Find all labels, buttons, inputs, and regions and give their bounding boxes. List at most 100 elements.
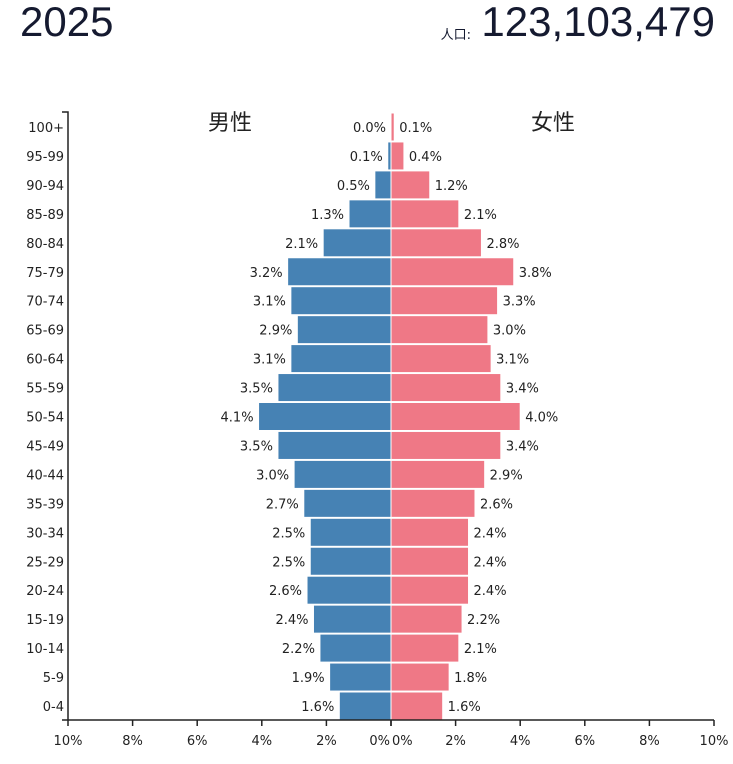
x-tick-label: 0% [392, 734, 413, 749]
female-value-label: 2.1% [464, 642, 497, 657]
male-value-label: 1.6% [301, 700, 334, 715]
male-value-label: 0.0% [353, 121, 386, 136]
x-tick-label: 6% [187, 734, 208, 749]
female-value-label: 0.4% [409, 150, 442, 165]
female-value-label: 3.3% [503, 295, 536, 310]
male-value-label: 2.5% [272, 526, 305, 541]
female-bar [390, 373, 502, 403]
male-bar [319, 633, 392, 663]
female-value-label: 3.4% [506, 439, 539, 454]
male-bar [309, 517, 392, 547]
age-tick-label: 20-24 [26, 584, 64, 599]
male-value-label: 3.5% [240, 382, 273, 397]
age-tick-label: 75-79 [26, 266, 64, 281]
x-tick-label: 2% [445, 734, 466, 749]
population-total: 123,103,479 [481, 0, 715, 45]
age-tick-label: 40-44 [26, 468, 64, 483]
male-bar [329, 662, 392, 692]
female-value-label: 2.4% [474, 526, 507, 541]
male-value-label: 2.9% [259, 324, 292, 339]
age-tick-label: 60-64 [26, 353, 64, 368]
female-value-label: 2.4% [474, 584, 507, 599]
male-value-label: 2.4% [275, 613, 308, 628]
female-bar [390, 546, 470, 576]
female-value-label: 3.4% [506, 382, 539, 397]
x-tick-label: 4% [251, 734, 272, 749]
male-value-label: 3.1% [253, 353, 286, 368]
male-bar [303, 488, 392, 518]
x-tick-label: 2% [316, 734, 337, 749]
age-tick-label: 35-39 [26, 497, 64, 512]
male-bar [293, 459, 392, 489]
female-value-label: 2.1% [464, 208, 497, 223]
year-title: 2025 [20, 0, 114, 45]
female-bar [390, 112, 395, 142]
male-bar [312, 604, 392, 634]
age-tick-label: 90-94 [26, 179, 64, 194]
male-bar [309, 546, 392, 576]
female-bar [390, 141, 405, 171]
male-value-label: 3.0% [256, 468, 289, 483]
male-value-label: 2.5% [272, 555, 305, 570]
age-tick-label: 15-19 [26, 613, 64, 628]
male-bar [290, 344, 392, 374]
male-bar [338, 691, 392, 721]
x-tick-label: 4% [510, 734, 531, 749]
age-tick-label: 100+ [28, 121, 64, 136]
age-tick-label: 45-49 [26, 439, 64, 454]
female-bar [390, 257, 515, 287]
age-tick-label: 95-99 [26, 150, 64, 165]
female-value-label: 3.1% [496, 353, 529, 368]
male-bar [322, 228, 392, 258]
female-value-label: 2.8% [486, 237, 519, 252]
age-tick-label: 50-54 [26, 411, 64, 426]
age-tick-label: 80-84 [26, 237, 64, 252]
male-bar [296, 315, 392, 345]
female-value-label: 2.6% [480, 497, 513, 512]
male-label: 男性 [208, 111, 252, 136]
age-tick-label: 65-69 [26, 324, 64, 339]
female-value-label: 1.2% [435, 179, 468, 194]
female-bar [390, 170, 431, 200]
female-bar [390, 402, 521, 431]
male-bar [287, 257, 392, 287]
age-tick-label: 0-4 [43, 700, 64, 715]
age-tick-label: 25-29 [26, 555, 64, 570]
age-tick-label: 10-14 [26, 642, 64, 657]
female-value-label: 2.9% [490, 468, 523, 483]
male-bar [277, 373, 392, 403]
x-tick-label: 8% [122, 734, 143, 749]
female-bar [390, 315, 489, 345]
male-bar [374, 170, 392, 200]
male-bar [348, 199, 392, 229]
female-value-label: 0.1% [399, 121, 432, 136]
male-bar [277, 430, 392, 460]
male-value-label: 2.2% [282, 642, 315, 657]
age-tick-label: 30-34 [26, 526, 64, 541]
male-value-label: 3.1% [253, 295, 286, 310]
female-bar [390, 575, 470, 605]
male-value-label: 1.9% [292, 671, 325, 686]
female-bar [390, 344, 492, 374]
female-bar [390, 430, 502, 460]
age-tick-label: 55-59 [26, 382, 64, 397]
female-bar [390, 459, 486, 489]
female-bar [390, 488, 476, 518]
female-value-label: 3.0% [493, 324, 526, 339]
female-bar [390, 199, 460, 229]
male-value-label: 0.1% [350, 150, 383, 165]
female-bar [390, 691, 444, 721]
x-tick-label: 8% [639, 734, 660, 749]
male-value-label: 0.5% [337, 179, 370, 194]
female-value-label: 1.8% [454, 671, 487, 686]
population-label: 人口: [440, 28, 471, 43]
male-bar [258, 402, 392, 431]
female-bar [390, 604, 463, 634]
age-tick-label: 70-74 [26, 295, 64, 310]
female-value-label: 1.6% [448, 700, 481, 715]
female-bar [390, 286, 499, 316]
age-tick-label: 85-89 [26, 208, 64, 223]
female-value-label: 2.2% [467, 613, 500, 628]
female-value-label: 3.8% [519, 266, 552, 281]
